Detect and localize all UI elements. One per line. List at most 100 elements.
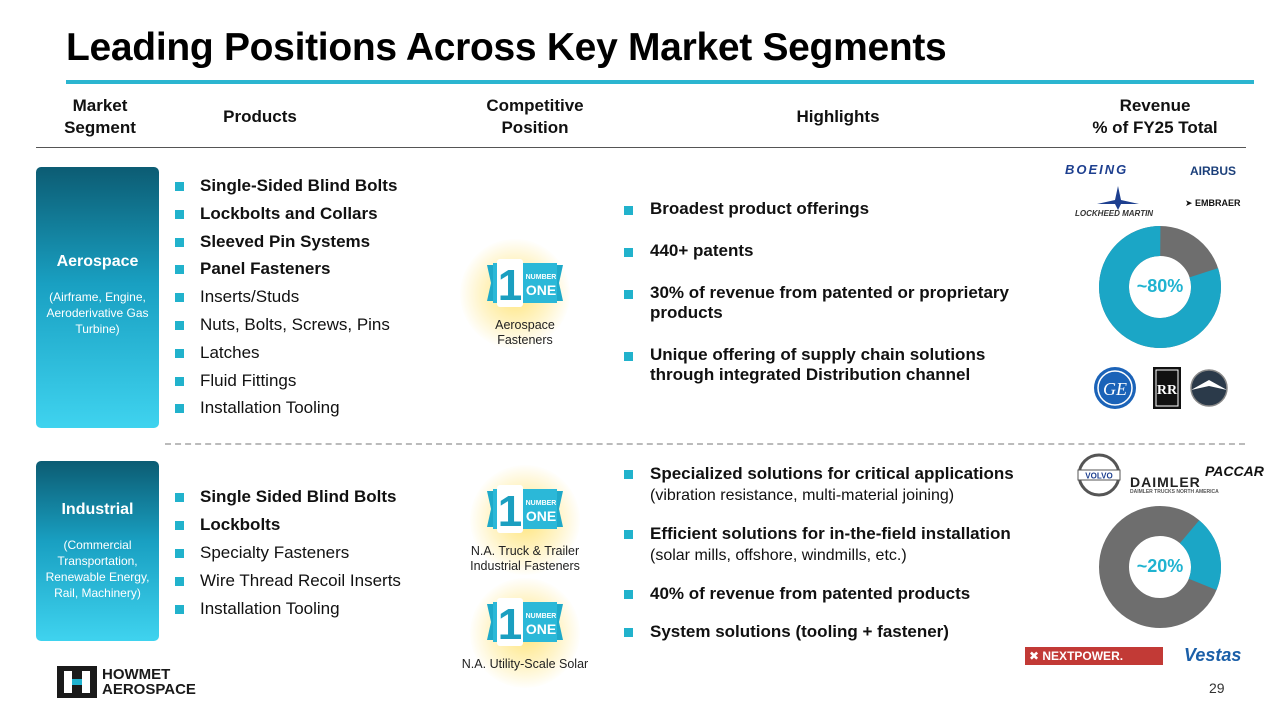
boeing-logo: BOEING bbox=[1065, 162, 1129, 177]
list-item: 440+ patents bbox=[624, 241, 1054, 261]
badge-caption-line: Fasteners bbox=[497, 333, 553, 347]
rolls-royce-logo: RR bbox=[1153, 367, 1181, 409]
highlight-subtext: (solar mills, offshore, windmills, etc.) bbox=[650, 547, 907, 564]
nextpower-logo-text: NEXTPOWER. bbox=[1042, 649, 1124, 663]
header-revenue: Revenue % of FY25 Total bbox=[1075, 95, 1235, 139]
segment-industrial: Industrial (Commercial Transportation, R… bbox=[36, 461, 159, 641]
ge-logo: GE bbox=[1094, 367, 1136, 409]
embraer-logo-text: EMBRAER bbox=[1195, 198, 1241, 208]
highlight-text: 440+ patents bbox=[650, 241, 754, 260]
segment-aerospace-desc: (Airframe, Engine, Aeroderivative Gas Tu… bbox=[46, 290, 149, 336]
list-item: Unique offering of supply chain solution… bbox=[624, 345, 1054, 385]
svg-text:NUMBER: NUMBER bbox=[526, 274, 557, 281]
lockheed-martin-logo: LOCKHEED MARTIN bbox=[1075, 209, 1154, 218]
badge-aerospace-fasteners: 1 NUMBER ONE Aerospace Fasteners bbox=[460, 239, 580, 349]
header-rule bbox=[36, 147, 1246, 148]
aerospace-highlights-list: Broadest product offerings 440+ patents … bbox=[624, 199, 1054, 385]
donut-share-slice bbox=[1099, 506, 1221, 628]
badge-truck-trailer: 1 NUMBER ONE N.A. Truck & Trailer Indust… bbox=[450, 465, 600, 575]
donut-share-slice bbox=[1099, 226, 1221, 348]
list-item: Efficient solutions for in-the-field ins… bbox=[624, 523, 1064, 567]
howmet-mark-icon bbox=[57, 666, 97, 698]
svg-text:GE: GE bbox=[1103, 379, 1127, 399]
highlight-text: Efficient solutions for in-the-field ins… bbox=[650, 524, 1011, 543]
header-revenue-line2: % of FY25 Total bbox=[1092, 118, 1218, 137]
industrial-revenue-donut bbox=[1099, 506, 1221, 628]
highlight-text: 30% of revenue from patented or propriet… bbox=[650, 283, 1009, 322]
list-item: Latches bbox=[175, 343, 397, 371]
list-item: System solutions (tooling + fastener) bbox=[624, 621, 1064, 643]
svg-text:NUMBER: NUMBER bbox=[526, 500, 557, 507]
airbus-logo: AIRBUS bbox=[1190, 164, 1237, 178]
industrial-products-list: Single Sided Blind Bolts Lockbolts Speci… bbox=[175, 487, 401, 627]
company-logo-text: HOWMET AEROSPACE bbox=[102, 667, 196, 697]
number-one-badge-icon: 1 NUMBER ONE bbox=[487, 259, 563, 310]
list-item: Lockbolts bbox=[175, 515, 401, 543]
list-item: Specialized solutions for critical appli… bbox=[624, 463, 1064, 507]
header-market-segment: Market Segment bbox=[52, 95, 148, 139]
svg-text:1: 1 bbox=[498, 261, 522, 310]
list-item: Wire Thread Recoil Inserts bbox=[175, 571, 401, 599]
highlight-text: 40% of revenue from patented products bbox=[650, 584, 971, 603]
highlight-text: Unique offering of supply chain solution… bbox=[650, 345, 986, 384]
badge-caption: N.A. Truck & Trailer Industrial Fastener… bbox=[450, 544, 600, 574]
list-item: Sleeved Pin Systems bbox=[175, 232, 397, 260]
company-logo-line2: AEROSPACE bbox=[102, 681, 196, 698]
header-market-segment-line1: Market bbox=[72, 96, 128, 115]
segment-industrial-name: Industrial bbox=[61, 501, 134, 518]
list-item: Nuts, Bolts, Screws, Pins bbox=[175, 315, 397, 343]
header-revenue-line1: Revenue bbox=[1119, 96, 1191, 115]
list-item: Installation Tooling bbox=[175, 398, 397, 426]
header-products: Products bbox=[223, 107, 297, 126]
list-item: Broadest product offerings bbox=[624, 199, 1054, 219]
volvo-logo-text: VOLVO bbox=[1085, 472, 1112, 481]
badge-caption: Aerospace Fasteners bbox=[470, 318, 580, 348]
number-one-badge-icon: 1 NUMBER ONE bbox=[487, 598, 563, 649]
badge-caption: N.A. Utility-Scale Solar bbox=[440, 657, 610, 672]
svg-text:ONE: ONE bbox=[526, 282, 556, 298]
segment-aerospace-name: Aerospace bbox=[56, 253, 139, 270]
list-item: Fluid Fittings bbox=[175, 371, 397, 399]
vestas-logo: Vestas bbox=[1184, 645, 1242, 665]
title-underline bbox=[66, 80, 1254, 84]
header-position-line2: Position bbox=[501, 118, 569, 137]
paccar-logo: PACCAR bbox=[1205, 463, 1264, 479]
segment-industrial-desc: (Commercial Transportation, Renewable En… bbox=[45, 538, 150, 600]
pratt-whitney-logo bbox=[1190, 369, 1228, 407]
industrial-revenue-label: ~20% bbox=[1136, 556, 1184, 576]
highlight-text: Broadest product offerings bbox=[650, 199, 870, 218]
svg-text:ONE: ONE bbox=[526, 508, 556, 524]
nextpower-logo: ✖ NEXTPOWER. bbox=[1025, 647, 1163, 665]
list-item: Inserts/Studs bbox=[175, 287, 397, 315]
industrial-highlights-list: Specialized solutions for critical appli… bbox=[624, 463, 1064, 643]
volvo-logo: VOLVO bbox=[1077, 453, 1121, 497]
badge-caption-line: Aerospace bbox=[495, 318, 555, 332]
badge-utility-solar: 1 NUMBER ONE N.A. Utility-Scale Solar bbox=[440, 578, 610, 688]
header-highlights: Highlights bbox=[796, 107, 880, 126]
badge-caption-line: Industrial Fasteners bbox=[470, 559, 580, 573]
segment-divider bbox=[165, 443, 1245, 445]
list-item: Single-Sided Blind Bolts bbox=[175, 176, 397, 204]
svg-text:1: 1 bbox=[498, 600, 522, 649]
aerospace-revenue-label: ~80% bbox=[1136, 276, 1184, 296]
list-item: Panel Fasteners bbox=[175, 259, 397, 287]
list-item: Lockbolts and Collars bbox=[175, 204, 397, 232]
page-number: 29 bbox=[1209, 680, 1225, 696]
svg-text:NUMBER: NUMBER bbox=[526, 613, 557, 620]
header-competitive-position: Competitive Position bbox=[465, 95, 605, 139]
header-market-segment-line2: Segment bbox=[64, 118, 136, 137]
page-title: Leading Positions Across Key Market Segm… bbox=[66, 26, 947, 69]
highlight-text: System solutions (tooling + fastener) bbox=[650, 622, 949, 641]
aerospace-products-list: Single-Sided Blind Bolts Lockbolts and C… bbox=[175, 176, 397, 426]
list-item: 30% of revenue from patented or propriet… bbox=[624, 283, 1054, 323]
daimler-logo: DAIMLER bbox=[1130, 474, 1201, 490]
embraer-logo: ➤ EMBRAER bbox=[1185, 198, 1241, 208]
list-item: Single Sided Blind Bolts bbox=[175, 487, 401, 515]
lockheed-star-icon bbox=[1097, 186, 1139, 210]
highlight-subtext: (vibration resistance, multi-material jo… bbox=[650, 487, 955, 504]
svg-text:1: 1 bbox=[498, 487, 522, 536]
highlight-text: Specialized solutions for critical appli… bbox=[650, 464, 1014, 483]
list-item: Specialty Fasteners bbox=[175, 543, 401, 571]
badge-caption-line: N.A. Utility-Scale Solar bbox=[461, 657, 589, 671]
svg-text:ONE: ONE bbox=[526, 621, 556, 637]
